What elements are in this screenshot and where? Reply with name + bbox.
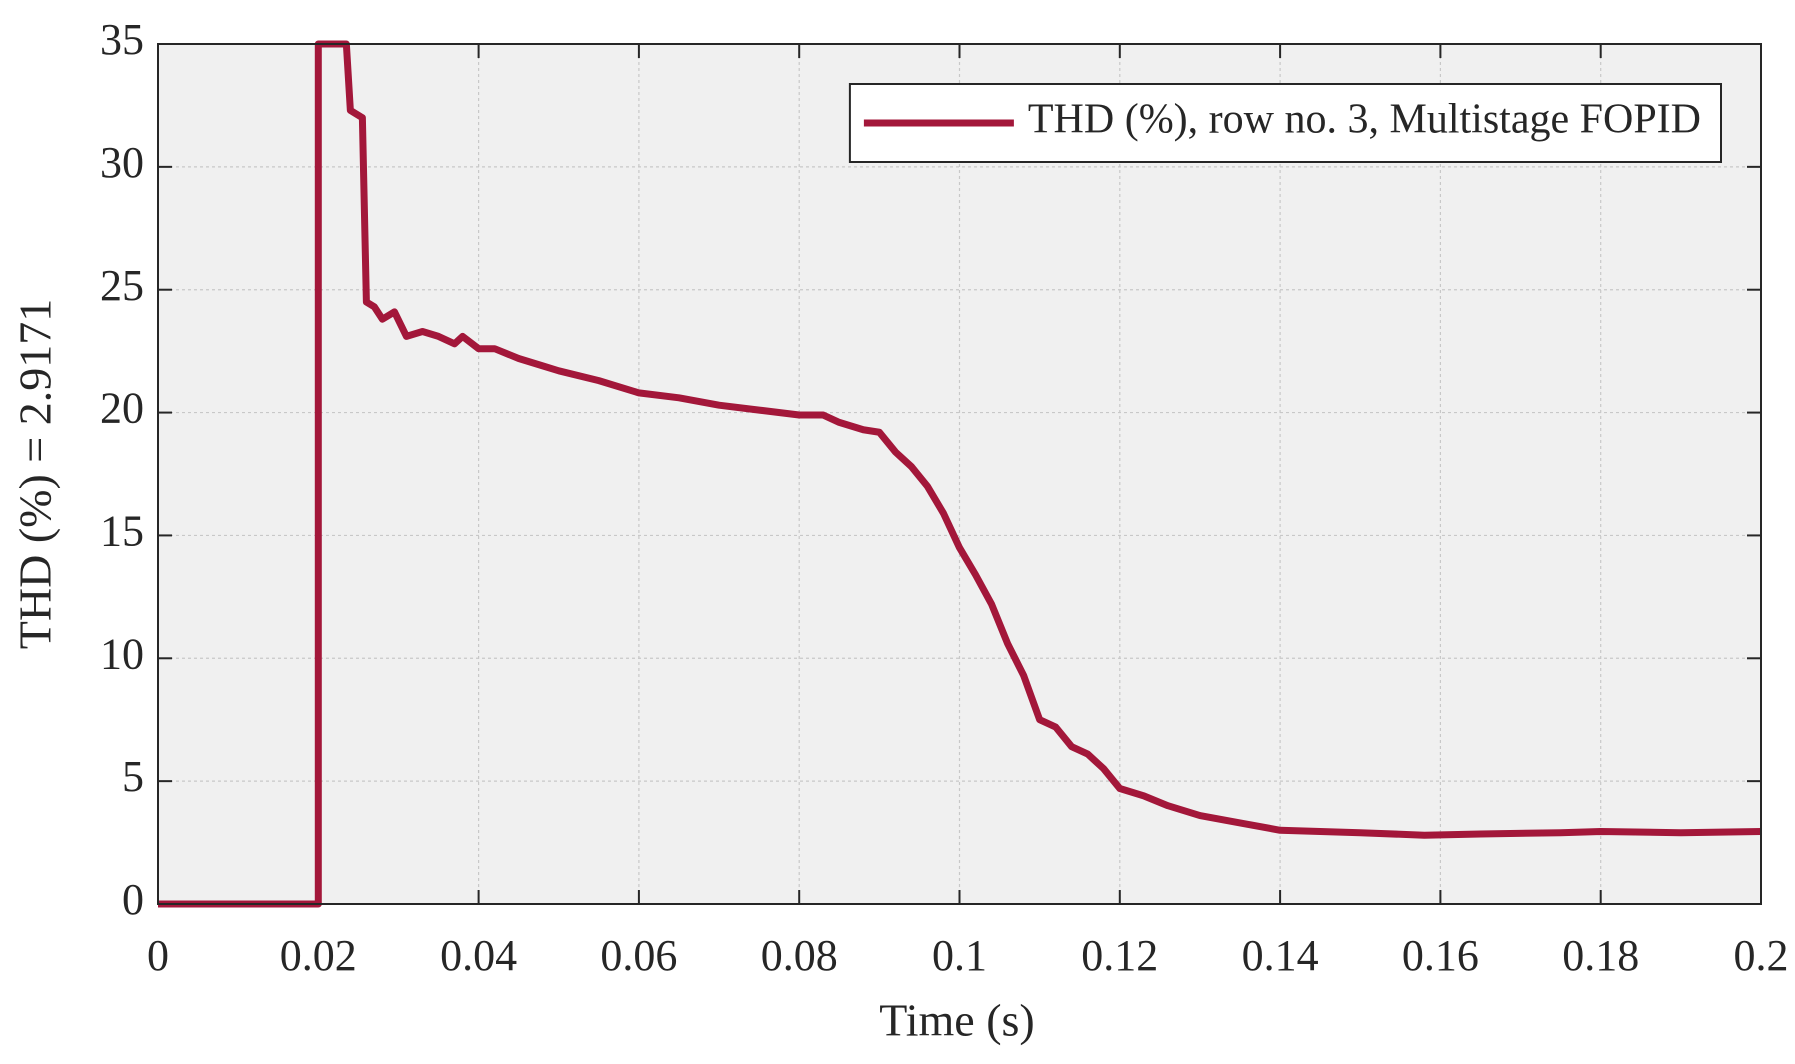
x-tick-label: 0.02 <box>280 931 357 980</box>
y-tick-label: 5 <box>122 752 144 801</box>
x-tick-label: 0.04 <box>440 931 517 980</box>
legend-label: THD (%), row no. 3, Multistage FOPID <box>1028 97 1701 143</box>
y-axis-label: THD (%) = 2.9171 <box>10 299 61 649</box>
y-tick-label: 20 <box>100 384 144 433</box>
x-tick-label: 0.12 <box>1081 931 1158 980</box>
x-tick-label: 0.2 <box>1734 931 1789 980</box>
x-axis-label: Time (s) <box>879 995 1035 1046</box>
y-tick-label: 30 <box>100 138 144 187</box>
data-line <box>158 40 1762 908</box>
x-tick-label: 0.14 <box>1242 931 1319 980</box>
x-tick-label: 0.16 <box>1402 931 1479 980</box>
x-tick-label: 0.1 <box>932 931 987 980</box>
x-tick-label: 0.18 <box>1562 931 1639 980</box>
y-tick-label: 0 <box>122 875 144 924</box>
x-tick-label: 0.08 <box>761 931 838 980</box>
y-tick-label: 35 <box>100 15 144 64</box>
y-tick-label: 10 <box>100 629 144 678</box>
axes-box <box>157 43 1762 905</box>
x-tick-label: 0 <box>147 931 169 980</box>
y-tick-label: 15 <box>100 507 144 556</box>
x-tick-label: 0.06 <box>600 931 677 980</box>
y-tick-label: 25 <box>100 261 144 310</box>
